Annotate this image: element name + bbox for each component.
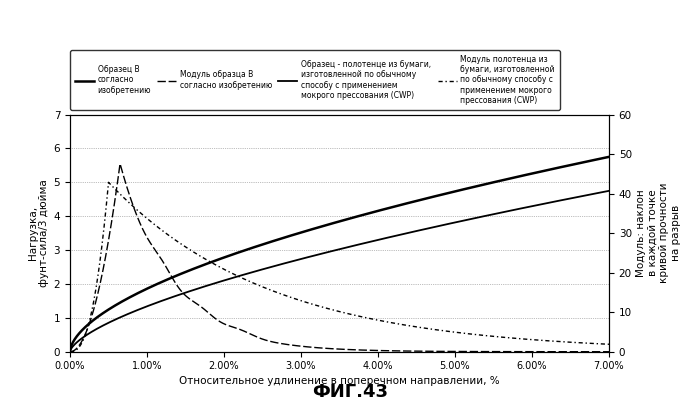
Y-axis label: Нагрузка,
фунт-сила/3 дюйма: Нагрузка, фунт-сила/3 дюйма bbox=[28, 179, 50, 287]
X-axis label: Относительное удлинение в поперечном направлении, %: Относительное удлинение в поперечном нап… bbox=[179, 375, 500, 386]
Legend: Образец B
согласно
изобретению, Модуль образца B
согласно изобретению, Образец -: Образец B согласно изобретению, Модуль о… bbox=[70, 50, 559, 110]
Text: ФИГ.43: ФИГ.43 bbox=[312, 383, 388, 401]
Y-axis label: Модуль: наклон
в каждой точке
кривой прочности
на разрыв: Модуль: наклон в каждой точке кривой про… bbox=[636, 183, 681, 283]
